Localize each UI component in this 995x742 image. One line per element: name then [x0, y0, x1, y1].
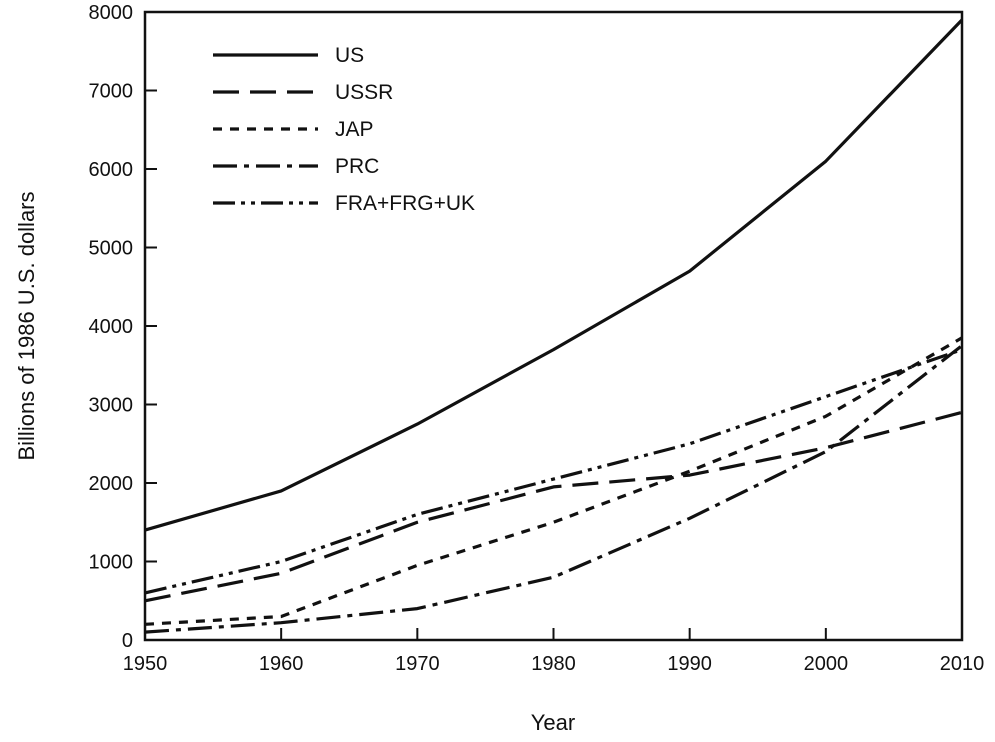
x-tick-label: 1980 — [531, 653, 576, 675]
legend-entry: PRC — [213, 155, 379, 178]
series-lines — [144, 18, 964, 634]
legend-entry: FRA+FRG+UK — [213, 192, 475, 215]
legend-entry: US — [213, 44, 364, 67]
legend-label: JAP — [335, 118, 374, 141]
legend: US USSR JAP PRC FRA+FRG+UK — [213, 44, 475, 215]
y-tick-label: 6000 — [89, 159, 134, 181]
x-tick-label: 1960 — [259, 653, 304, 675]
y-tick-label: 5000 — [89, 238, 134, 260]
series-line-jap — [144, 336, 963, 626]
x-tick-label: 2010 — [940, 653, 985, 675]
x-tick-label: 2000 — [804, 653, 849, 675]
legend-label: USSR — [335, 81, 393, 104]
x-tick-label: 1990 — [667, 653, 712, 675]
series-line-prc — [144, 344, 963, 634]
y-tick-label: 4000 — [89, 316, 134, 338]
x-tick-label: 1970 — [395, 653, 440, 675]
y-tick-label: 8000 — [89, 2, 134, 24]
legend-label: PRC — [335, 155, 379, 178]
x-axis-title: Year — [531, 710, 575, 735]
x-tick-label: 1950 — [123, 653, 168, 675]
y-tick-label: 2000 — [89, 473, 134, 495]
y-axis: 0 1000 2000 3000 4000 5000 6000 7000 8000 — [89, 2, 157, 652]
legend-label: US — [335, 44, 364, 67]
y-tick-label: 1000 — [89, 552, 134, 574]
y-tick-label: 3000 — [89, 395, 134, 417]
y-tick-label: 7000 — [89, 81, 134, 103]
plot-frame — [143, 10, 964, 642]
y-axis-title: Billions of 1986 U.S. dollars — [14, 191, 39, 460]
series-line-fra-frg-uk — [144, 348, 963, 595]
series-line-us — [144, 18, 964, 532]
series-line-ussr — [144, 410, 963, 603]
legend-entry: JAP — [213, 118, 374, 141]
x-axis: 1950 1960 1970 1980 1990 2000 2010 — [123, 628, 985, 675]
y-tick-label: 0 — [122, 630, 133, 652]
legend-label: FRA+FRG+UK — [335, 192, 475, 215]
legend-entry: USSR — [213, 81, 393, 104]
